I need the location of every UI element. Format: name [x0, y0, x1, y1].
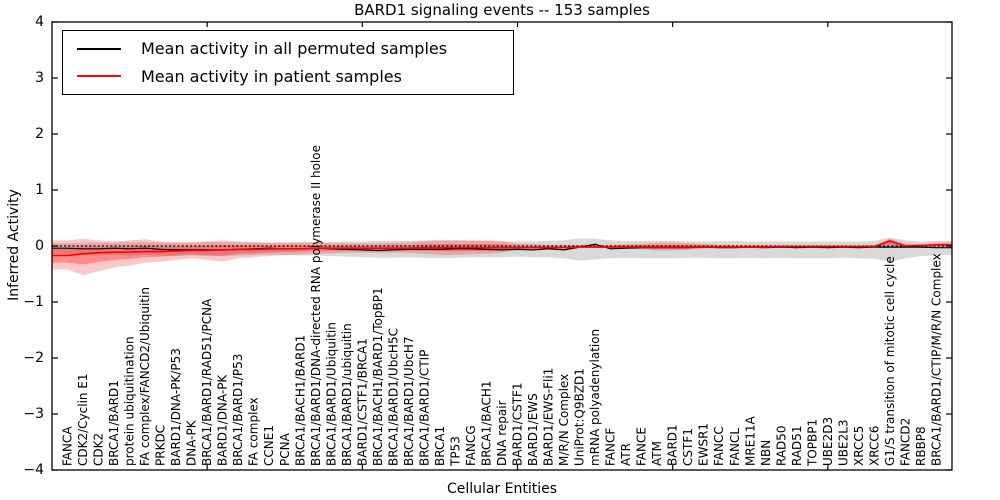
y-tick-label: 1 [35, 182, 44, 198]
y-axis-ticks: 4 3 2 1 0 −1 −2 −3 −4 [23, 14, 952, 478]
x-category-label: BARD1/EWS [526, 393, 540, 466]
x-category-labels: FANCA CDK2/Cyclin E1 CDK2 BRCA1/BARD1 protei… [61, 145, 944, 467]
x-category-label: BARD1/CSTF1/BRCA1 [355, 338, 369, 466]
x-category-label: XRCC5 [852, 426, 866, 466]
x-category-label: TOPBP1 [805, 419, 819, 467]
x-category-label: BRCA1/BARD1/DNA-directed RNA polymerase … [309, 145, 323, 466]
x-category-label: BARD1/EWS-Fli1 [542, 368, 556, 466]
legend-line-sample-permuted [77, 47, 121, 50]
series-lines [52, 240, 952, 257]
y-tick-label: −3 [23, 406, 44, 422]
series-line-patient [52, 240, 952, 257]
x-category-label: FANCE [635, 427, 649, 466]
x-category-label: protein ubiquitination [123, 336, 137, 466]
x-category-label: BRCA1/BARD1/P53 [231, 354, 245, 466]
x-category-label: BARD1/CSTF1 [511, 382, 525, 466]
x-category-label: M/R/N Complex [557, 374, 571, 466]
x-category-label: BARD1/DNA-PK/P53 [169, 348, 183, 466]
chart-title: BARD1 signaling events -- 153 samples [354, 1, 650, 19]
x-category-label: BRCA1/BACH1/BARD1 [293, 335, 307, 466]
x-category-label: CCNE1 [262, 425, 276, 466]
x-category-label: DNA repair [495, 400, 509, 466]
y-tick-label: 4 [35, 14, 44, 30]
x-category-label: MRE11A [743, 415, 757, 466]
x-category-label: RAD50 [774, 425, 788, 466]
x-category-label: PCNA [278, 432, 292, 466]
x-category-label: BRCA1/BACH1 [480, 380, 494, 466]
x-category-label: BARD1/DNA-PK [216, 374, 230, 466]
x-axis-ticks [206, 22, 829, 470]
x-category-label: PRKDC [154, 425, 168, 466]
x-category-label: RAD51 [790, 425, 804, 466]
x-category-label: BRCA1/BARD1/UbcH7 [402, 336, 416, 466]
x-category-label: EWSR1 [697, 423, 711, 466]
x-category-label: UBE2D3 [821, 417, 835, 466]
x-category-label: BRCA1/BARD1/UbcH5C [386, 328, 400, 466]
x-category-label: FANCA [61, 426, 75, 466]
y-tick-label: −1 [23, 294, 44, 310]
x-category-label: FANCL [728, 428, 742, 466]
x-category-label: DNA-PK [185, 419, 199, 466]
y-axis-label: Inferred Activity [6, 189, 22, 301]
x-category-label: NBN [759, 440, 773, 466]
confidence-bands [52, 237, 952, 276]
x-category-label: FANCD2 [898, 418, 912, 466]
x-category-label: BRCA1/BARD1 [107, 380, 121, 466]
legend-line-sample-patient [77, 75, 121, 78]
legend-entry-patient: Mean activity in patient samples [63, 67, 513, 86]
x-category-label: BRCA1/BARD1/CTIP [417, 350, 431, 466]
x-category-label: TP53 [448, 436, 462, 467]
x-category-label: CDK2 [92, 433, 106, 466]
y-tick-label: 0 [35, 238, 44, 254]
x-category-label: XRCC6 [867, 426, 881, 466]
x-category-label: CDK2/Cyclin E1 [76, 373, 90, 466]
x-category-label: RBBP8 [914, 426, 928, 466]
legend: Mean activity in all permuted samples Me… [62, 30, 514, 95]
x-category-label: UniProt:Q9BZD1 [573, 368, 587, 466]
x-category-label: BRCA1/BARD1/ubiquitin [340, 323, 354, 466]
x-category-label: FA complex/FANCD2/Ubiquitin [138, 287, 152, 466]
y-tick-label: 2 [35, 126, 44, 142]
y-tick-label: −4 [23, 462, 44, 478]
x-category-label: ATM [650, 441, 664, 466]
x-category-label: FANCF [604, 428, 618, 466]
x-category-label: FANCG [464, 425, 478, 466]
x-category-label: G1/S transition of mitotic cell cycle [883, 256, 897, 466]
x-category-label: CSTF1 [681, 428, 695, 466]
x-category-label: ATR [619, 443, 633, 466]
legend-label-patient: Mean activity in patient samples [141, 66, 402, 86]
legend-label-permuted: Mean activity in all permuted samples [141, 39, 448, 59]
x-category-label: mRNA polyadenylation [588, 329, 602, 466]
x-axis-label: Cellular Entities [446, 481, 558, 497]
x-category-label: BRCA1/BARD1/CTIP/M/R/N Complex [930, 253, 944, 466]
x-category-label: BRCA1 [433, 426, 447, 466]
x-category-label: BRCA1/BARD1/Ubiquitin [324, 322, 338, 466]
legend-entry-permuted: Mean activity in all permuted samples [63, 39, 513, 58]
x-category-label: BARD1 [666, 424, 680, 466]
x-category-label: UBE2L3 [836, 419, 850, 466]
x-category-label: BRCA1/BARD1/RAD51/PCNA [200, 298, 214, 466]
y-tick-label: −2 [23, 350, 44, 366]
x-category-label: BRCA1/BACH1/BARD1/TopBP1 [371, 287, 385, 466]
x-category-label: FANCC [712, 426, 726, 466]
x-category-label: FA complex [247, 397, 261, 466]
y-tick-label: 3 [35, 70, 44, 86]
